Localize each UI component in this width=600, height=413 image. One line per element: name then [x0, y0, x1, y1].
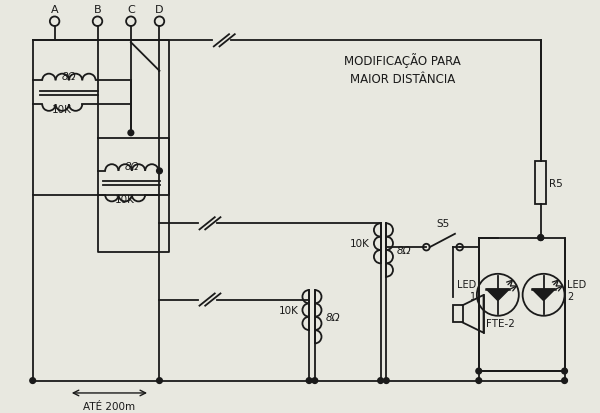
- Text: MAIOR DISTÂNCIA: MAIOR DISTÂNCIA: [350, 73, 455, 86]
- Text: 8Ω: 8Ω: [125, 162, 139, 172]
- Text: C: C: [127, 5, 135, 14]
- Text: 8Ω: 8Ω: [397, 245, 411, 255]
- Circle shape: [423, 244, 430, 251]
- Circle shape: [157, 169, 163, 174]
- Circle shape: [538, 235, 544, 241]
- Text: MODIFICAÇÃO PARA: MODIFICAÇÃO PARA: [344, 53, 461, 68]
- Text: LED
1: LED 1: [457, 279, 476, 301]
- Circle shape: [523, 274, 565, 316]
- Text: 10K: 10K: [350, 239, 370, 249]
- Text: A: A: [51, 5, 58, 14]
- Circle shape: [50, 17, 59, 27]
- Text: 10K: 10K: [115, 195, 135, 205]
- Text: ATÉ 200m: ATÉ 200m: [83, 401, 136, 411]
- Circle shape: [477, 274, 519, 316]
- Circle shape: [93, 17, 102, 27]
- Text: 10K: 10K: [279, 305, 299, 315]
- Circle shape: [312, 378, 317, 384]
- Circle shape: [128, 131, 134, 136]
- Text: 10K: 10K: [52, 104, 72, 114]
- Circle shape: [476, 378, 482, 384]
- Circle shape: [538, 235, 544, 241]
- Polygon shape: [532, 290, 555, 301]
- Circle shape: [126, 17, 136, 27]
- Polygon shape: [486, 290, 509, 301]
- Text: FTE-2: FTE-2: [487, 318, 515, 329]
- Circle shape: [30, 378, 35, 384]
- Bar: [453, 306, 463, 323]
- Circle shape: [157, 378, 163, 384]
- Circle shape: [457, 244, 463, 251]
- Text: D: D: [155, 5, 164, 14]
- Circle shape: [562, 378, 568, 384]
- Circle shape: [306, 378, 312, 384]
- Circle shape: [378, 378, 383, 384]
- Bar: [535, 162, 547, 205]
- Text: LED
2: LED 2: [568, 279, 587, 301]
- Text: 8Ω: 8Ω: [325, 312, 340, 322]
- Circle shape: [562, 368, 568, 374]
- Text: S5: S5: [436, 218, 449, 228]
- Circle shape: [155, 17, 164, 27]
- Circle shape: [383, 378, 389, 384]
- Circle shape: [476, 368, 482, 374]
- Text: 8Ω: 8Ω: [62, 71, 76, 82]
- Text: B: B: [94, 5, 101, 14]
- Text: R5: R5: [550, 178, 563, 188]
